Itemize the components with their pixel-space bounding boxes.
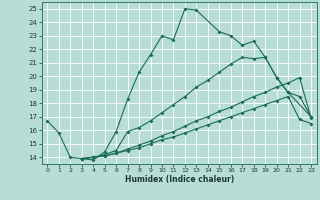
X-axis label: Humidex (Indice chaleur): Humidex (Indice chaleur) <box>124 175 234 184</box>
